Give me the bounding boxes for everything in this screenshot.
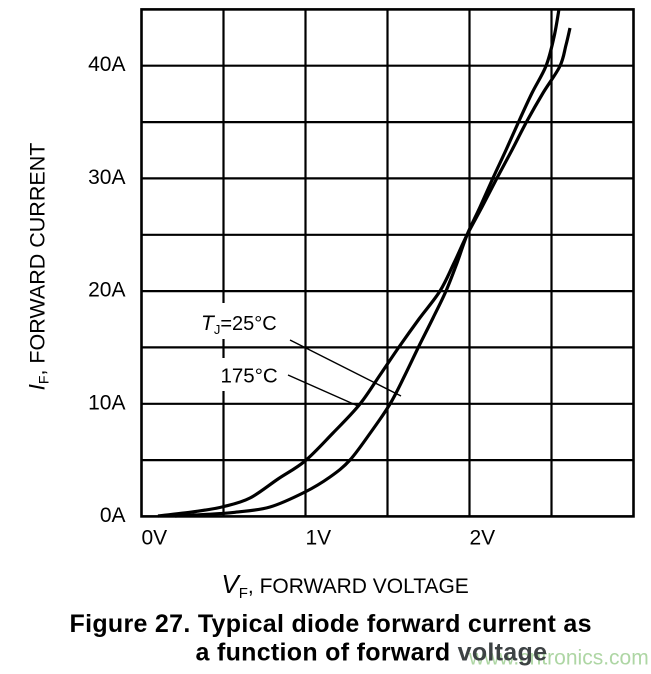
svg-text:1V: 1V xyxy=(306,527,332,550)
svg-text:20A: 20A xyxy=(88,279,125,302)
svg-text:www.cntronics.com: www.cntronics.com xyxy=(468,647,649,670)
svg-text:VF, FORWARD VOLTAGE: VF, FORWARD VOLTAGE xyxy=(221,569,468,602)
svg-text:0A: 0A xyxy=(100,504,126,527)
svg-text:40A: 40A xyxy=(88,53,125,76)
svg-text:30A: 30A xyxy=(88,166,125,189)
svg-text:IF, FORWARD CURRENT: IF, FORWARD CURRENT xyxy=(24,143,51,391)
svg-text:TJ=25°C: TJ=25°C xyxy=(201,312,277,337)
svg-text:10A: 10A xyxy=(88,391,125,414)
svg-text:175°C: 175°C xyxy=(221,365,278,388)
svg-text:Figure 27. Typical diode forwa: Figure 27. Typical diode forward current… xyxy=(70,610,592,638)
svg-text:2V: 2V xyxy=(470,527,496,550)
svg-text:0V: 0V xyxy=(142,527,168,550)
svg-text:a function of forward voltage: a function of forward voltage xyxy=(196,639,548,667)
